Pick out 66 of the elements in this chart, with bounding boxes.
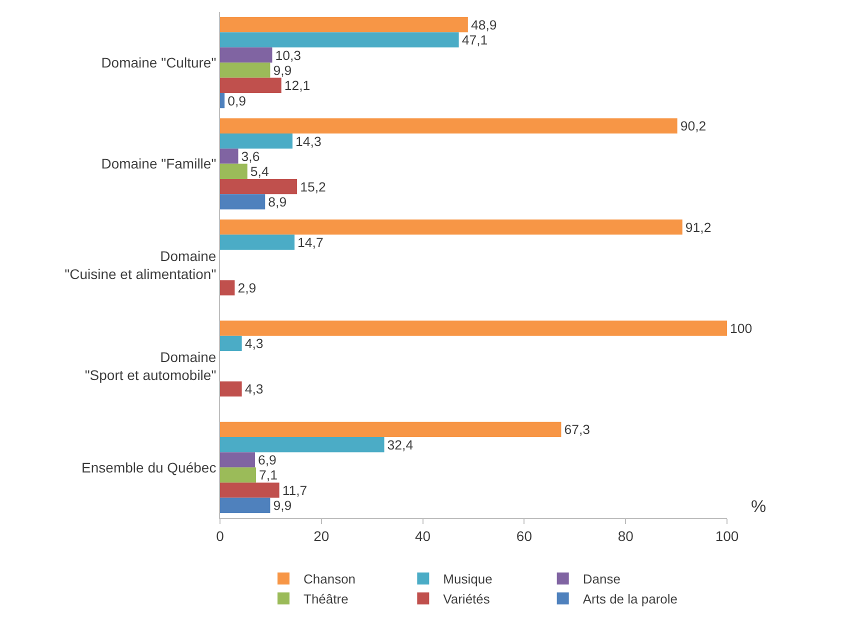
data-label: 14,7 xyxy=(298,234,324,250)
legend-label: Variétés xyxy=(443,591,490,606)
data-label: 3,6 xyxy=(241,148,260,164)
data-label: 11,7 xyxy=(282,482,308,498)
bar xyxy=(220,62,270,78)
bar xyxy=(220,437,384,452)
bar xyxy=(220,320,727,336)
bar xyxy=(220,336,242,352)
data-label: 90,2 xyxy=(680,118,706,134)
x-tick-label: 40 xyxy=(415,528,431,544)
legend-label: Chanson xyxy=(304,572,356,587)
bar xyxy=(220,47,272,63)
data-label: 10,3 xyxy=(275,48,302,63)
x-tick-label: 80 xyxy=(618,528,634,544)
data-label: 100 xyxy=(730,320,752,336)
bar xyxy=(220,32,459,48)
bar xyxy=(220,280,235,296)
data-label: 4,3 xyxy=(244,382,264,397)
data-label: 0,9 xyxy=(228,93,246,108)
x-tick-label: 0 xyxy=(216,528,224,544)
data-label: 47,1 xyxy=(462,32,488,48)
data-label: 91,2 xyxy=(685,220,712,235)
bar xyxy=(220,452,255,468)
data-label: 48,9 xyxy=(470,17,497,32)
bar xyxy=(220,422,562,438)
x-tick-label: 60 xyxy=(516,528,532,544)
data-label: 9,9 xyxy=(273,62,292,78)
bar xyxy=(220,234,295,250)
data-label: 9,9 xyxy=(273,498,292,514)
y-tick-label: Ensemble du Québec xyxy=(82,459,216,476)
bar xyxy=(220,92,225,108)
x-tick-label: 100 xyxy=(715,528,739,544)
bar xyxy=(220,194,266,210)
bar xyxy=(220,482,280,498)
bar xyxy=(220,133,292,149)
data-label: 12,1 xyxy=(284,78,310,94)
data-label: 32,4 xyxy=(387,437,414,452)
data-label: 7,1 xyxy=(259,468,278,483)
data-label: 67,3 xyxy=(564,422,590,438)
x-tick-label: 20 xyxy=(314,528,330,544)
bar xyxy=(220,164,248,179)
legend-label: Théâtre xyxy=(304,591,348,606)
data-label: 4,3 xyxy=(244,336,264,352)
y-tick-label: Domaine "Famille" xyxy=(101,156,216,172)
data-label: 2,9 xyxy=(238,280,256,296)
legend-label: Musique xyxy=(443,572,492,587)
y-tick-label: Domaine "Culture" xyxy=(101,54,216,70)
bar xyxy=(220,381,242,397)
data-label: 5,4 xyxy=(250,164,269,180)
y-tick-label: Domaine "Cuisine et alimentation" xyxy=(64,248,216,282)
data-label: 6,9 xyxy=(258,452,276,468)
data-label: 14,3 xyxy=(296,134,322,149)
bar xyxy=(220,118,678,134)
bar xyxy=(220,17,468,32)
bar xyxy=(220,498,270,513)
data-label: 15,2 xyxy=(300,179,326,194)
data-label: 8,9 xyxy=(268,194,287,210)
bar xyxy=(220,219,682,235)
x-axis-title: % xyxy=(751,497,766,516)
bar xyxy=(220,467,256,483)
bar xyxy=(220,148,238,164)
bar xyxy=(220,178,298,194)
bar xyxy=(220,78,282,93)
legend-label: Danse xyxy=(582,572,620,587)
legend-label: Arts de la parole xyxy=(582,591,678,606)
y-tick-label: Domaine "Sport et automobile" xyxy=(84,349,216,384)
